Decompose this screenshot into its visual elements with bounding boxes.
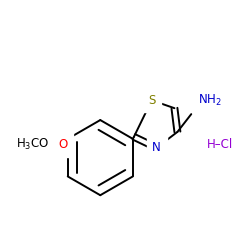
Text: O: O <box>58 138 67 151</box>
Text: NH$_2$: NH$_2$ <box>198 93 222 108</box>
Text: H$_3$CO: H$_3$CO <box>16 137 50 152</box>
Text: N: N <box>152 141 161 154</box>
Text: S: S <box>148 94 156 107</box>
Text: H–Cl: H–Cl <box>207 138 233 151</box>
